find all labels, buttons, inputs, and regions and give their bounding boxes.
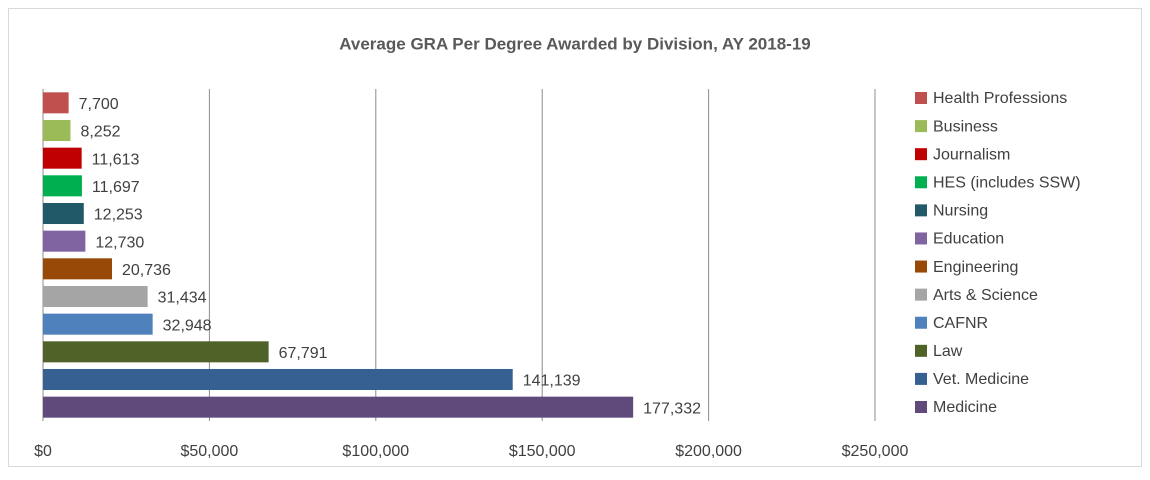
bar [43,92,69,114]
legend-label: Nursing [933,203,988,220]
chart-title: Average GRA Per Degree Awarded by Divisi… [339,34,811,53]
legend-swatch [915,92,927,104]
legend-label: Business [933,118,998,135]
x-tick-label: $100,000 [342,443,409,460]
data-label: 11,697 [92,179,140,196]
legend-label: Health Professions [933,90,1067,107]
data-label: 8,252 [80,124,120,141]
legend-swatch [915,372,927,385]
bar [43,313,153,335]
bar [43,396,634,418]
legend-label: Arts & Science [933,287,1038,304]
chart-frame [8,8,1142,467]
data-label: 12,253 [94,207,143,224]
x-tick-label: $150,000 [509,443,576,460]
legend-label: Journalism [933,146,1010,163]
data-label: 20,736 [122,262,171,279]
data-label: 12,730 [95,234,144,251]
legend-label: Vet. Medicine [933,371,1029,388]
legend-swatch [915,232,927,245]
legend-swatch [915,401,927,413]
bar [43,258,113,280]
data-label: 31,434 [158,290,207,307]
bar [43,202,84,225]
bar [43,230,86,252]
x-tick-label: $250,000 [842,443,909,460]
data-label: 141,139 [523,373,581,390]
legend-swatch [915,288,927,301]
legend-label: CAFNR [933,315,988,332]
legend-swatch [915,176,927,189]
data-label: 32,948 [163,317,212,334]
bar [43,175,82,197]
legend-swatch [915,204,927,217]
legend-label: Law [933,343,963,360]
bar [43,341,269,363]
legend-swatch [915,344,927,357]
x-tick-label: $50,000 [180,443,238,460]
data-label: 67,791 [279,345,328,362]
x-tick-label: $200,000 [675,443,742,460]
legend-label: HES (includes SSW) [933,174,1081,191]
data-label: 177,332 [643,400,701,417]
legend-swatch [915,316,927,329]
bar [43,119,71,142]
x-tick-label: $0 [34,443,52,460]
legend-swatch [915,260,927,273]
data-label: 11,613 [92,151,140,168]
legend-label: Engineering [933,259,1018,276]
bar [43,285,148,308]
legend-swatch [915,120,927,133]
data-label: 7,700 [79,96,119,113]
legend-label: Education [933,231,1004,248]
bar [43,368,513,391]
bar [43,147,82,169]
legend-label: Medicine [933,399,997,416]
legend-swatch [915,148,927,161]
